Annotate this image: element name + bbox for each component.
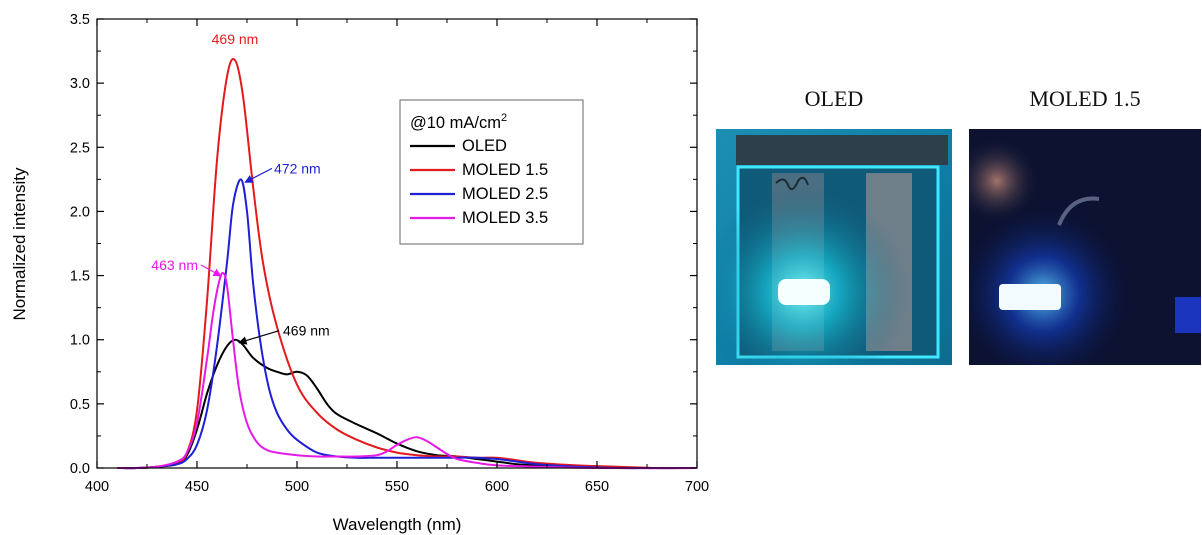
- chart-legend: @10 mA/cm2 OLED MOLED 1.5 MOLED 2.5 MOLED 3…: [399, 99, 584, 245]
- y-tick-label: 3.5: [70, 12, 90, 28]
- x-tick-label: 400: [85, 479, 109, 495]
- annotation-arrow-3: [238, 330, 280, 345]
- x-tick-label: 450: [185, 479, 209, 495]
- series-line-3: [116, 271, 698, 470]
- annotation-label-1: 472 nm: [274, 160, 321, 176]
- moled-1-5-device-photo: [969, 129, 1201, 365]
- legend-label-0: OLED: [462, 137, 507, 155]
- x-tick-label: 600: [485, 479, 509, 495]
- legend-title-superscript: 2: [501, 112, 507, 124]
- ticks-layer: 400 450 500 550 600 650 700 0.0 0.5 1.0 1.5 2.0 2.5 3…: [70, 12, 709, 495]
- legend-title: @10 mA/cm2: [410, 112, 507, 132]
- legend-title-main: @10 mA/cm: [410, 114, 501, 132]
- annotation-label-2: 463 nm: [151, 257, 198, 273]
- y-tick-label: 2.0: [70, 204, 90, 220]
- annotations-layer: 469 nm 472 nm 463 nm 469 nm: [151, 31, 330, 345]
- y-tick-label: 2.5: [70, 140, 90, 156]
- annotation-label-0: 469 nm: [212, 31, 259, 47]
- x-tick-label: 500: [285, 479, 309, 495]
- plot-frame: [96, 18, 698, 469]
- legend-items: OLED MOLED 1.5 MOLED 2.5 MOLED 3.5: [410, 137, 548, 227]
- y-tick-label: 0.5: [70, 397, 90, 413]
- y-tick-label: 0.0: [70, 461, 90, 477]
- y-tick-label: 1.5: [70, 269, 90, 285]
- photo-label-moled-1-5: MOLED 1.5: [1029, 86, 1141, 111]
- legend-label-2: MOLED 2.5: [462, 185, 548, 203]
- annotation-arrow-1: [244, 167, 273, 183]
- photo-label-oled: OLED: [804, 86, 864, 111]
- series-line-0: [116, 338, 697, 470]
- legend-label-3: MOLED 3.5: [462, 209, 548, 227]
- series-line-2: [116, 178, 698, 470]
- x-tick-label: 550: [385, 479, 409, 495]
- y-axis-label: Normalized intensity: [10, 167, 29, 321]
- legend-box: [399, 99, 584, 245]
- y-tick-label: 3.0: [70, 76, 90, 92]
- x-axis-label: Wavelength (nm): [333, 515, 462, 534]
- annotation-arrow-2: [200, 264, 222, 277]
- series-layer: [116, 57, 698, 470]
- emission-spectrum-chart: 400 450 500 550 600 650 700 0.0 0.5 1.0 1.5 2.0 2.5 3…: [10, 12, 709, 534]
- oled-device-photo: [716, 129, 952, 365]
- y-tick-label: 1.0: [70, 333, 90, 349]
- x-tick-label: 650: [585, 479, 609, 495]
- x-tick-label: 700: [685, 479, 709, 495]
- legend-label-1: MOLED 1.5: [462, 161, 548, 179]
- series-line-1: [116, 57, 698, 470]
- annotation-label-3: 469 nm: [283, 323, 330, 339]
